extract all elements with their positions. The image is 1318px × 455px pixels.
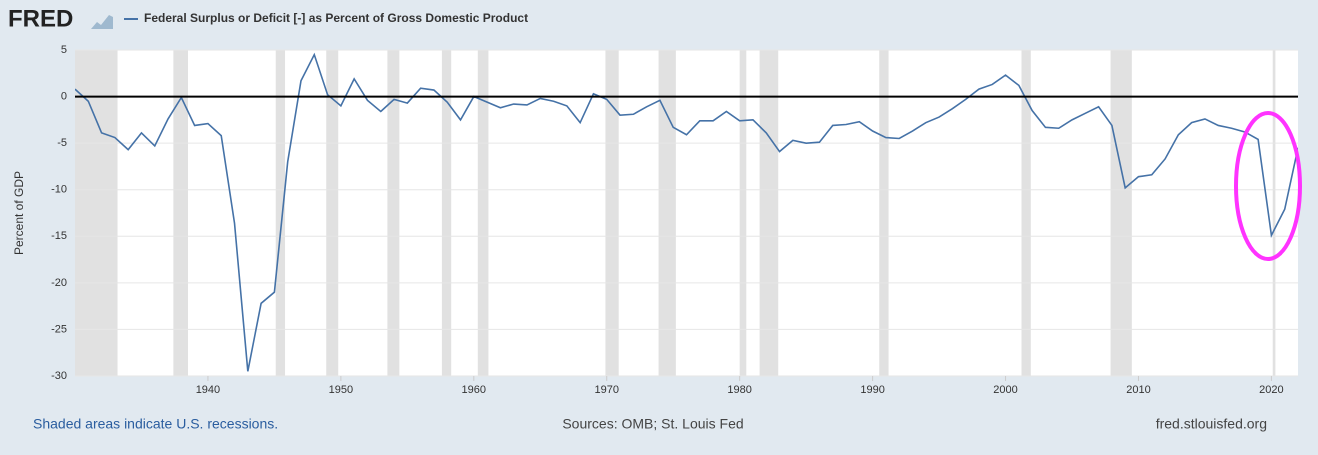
recession-note[interactable]: Shaded areas indicate U.S. recessions. [33,416,278,432]
highlight-ellipse [1234,111,1302,261]
x-tick-label: 2000 [993,384,1017,396]
recession-band [739,50,747,376]
recession-band [75,50,118,376]
grid: 5 0 -5 -10 -15 -20 -25 -30 1940 1950 1960 1970 1980 1… [51,44,1298,396]
recession-band [173,50,188,376]
y-tick-label: -30 [51,370,67,382]
y-tick-label: -25 [51,323,67,335]
logo: FRED [8,5,73,32]
recession-band [658,50,676,376]
y-tick-label: -20 [51,277,67,289]
series [75,52,1298,372]
legend-label: Federal Surplus or Deficit [-] as Percen… [144,11,528,25]
y-tick-label: -10 [51,184,67,196]
x-tick-label: 2020 [1259,384,1283,396]
x-tick-label: 1960 [462,384,486,396]
recessions [75,50,1276,376]
recession-band [1021,50,1031,376]
x-tick-label: 1980 [727,384,751,396]
y-axis-label: Percent of GDP [12,171,26,255]
series-line [75,52,1298,372]
recession-band [275,50,286,376]
recession-band [1110,50,1132,376]
recession-band [1272,50,1276,376]
source: Sources: OMB; St. Louis Fed [562,416,743,432]
site[interactable]: fred.stlouisfed.org [1156,416,1267,432]
y-tick-label: 0 [61,90,67,102]
x-tick-label: 2010 [1126,384,1150,396]
y-tick-label: -15 [51,230,67,242]
x-tick-label: 1970 [594,384,618,396]
recession-band [441,50,452,376]
logo-icon [91,15,113,29]
recession-band [326,50,339,376]
x-tick-label: 1940 [196,384,220,396]
recession-band [477,50,489,376]
recession-band [759,50,779,376]
x-tick-label: 1990 [860,384,884,396]
y-tick-label: 5 [61,44,67,56]
x-tick-label: 1950 [329,384,353,396]
recession-band [605,50,619,376]
recession-band [879,50,889,376]
recession-band [387,50,400,376]
y-tick-label: -5 [57,137,67,149]
